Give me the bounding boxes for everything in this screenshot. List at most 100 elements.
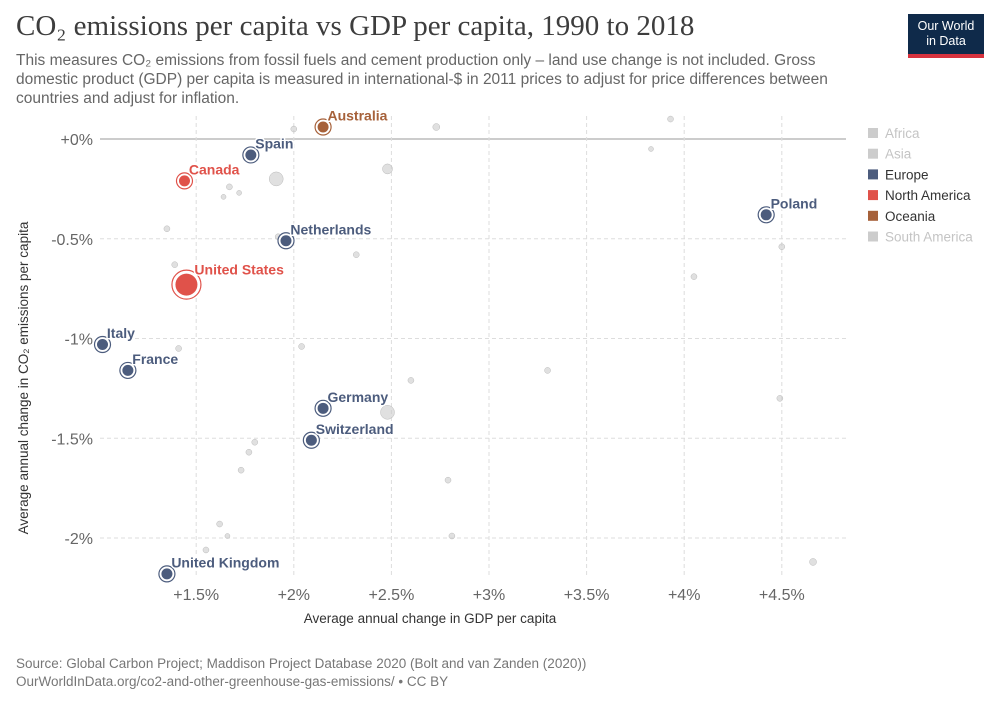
- point-italy[interactable]: [93, 335, 112, 354]
- logo-line-2: in Data: [926, 34, 966, 48]
- x-axis-label: Average annual change in GDP per capita: [304, 611, 557, 626]
- legend-label: South America: [885, 230, 973, 245]
- x-tick-label: +4.5%: [759, 587, 805, 604]
- legend-swatch: [868, 210, 878, 221]
- faded-point: [444, 476, 452, 484]
- point-label-canada: Canada: [189, 161, 240, 177]
- highlighted-points: [93, 118, 775, 583]
- legend-swatch: [868, 148, 878, 159]
- faded-point: [216, 520, 223, 528]
- point-label-australia: Australia: [327, 108, 387, 124]
- scatter-chart: +0% -0.5% -1% -1.5% -2% +1.5% +2% +2.5% +3% +3.5%…: [16, 106, 973, 626]
- point-dot: [760, 209, 772, 221]
- faded-point: [382, 163, 393, 175]
- y-tick-label: -1.5%: [51, 431, 93, 448]
- faded-point: [245, 448, 253, 456]
- legend-item-oceania[interactable]: Oceania: [868, 209, 936, 224]
- point-dot: [245, 149, 257, 161]
- point-label-italy: Italy: [107, 325, 135, 341]
- x-tick-label: +4%: [668, 587, 700, 604]
- x-tick-label: +2%: [278, 587, 310, 604]
- point-label-united-states: United States: [194, 262, 284, 278]
- faded-point: [778, 243, 786, 250]
- legend-swatch: [868, 231, 878, 242]
- point-france[interactable]: [119, 361, 137, 380]
- faded-point: [251, 438, 259, 446]
- y-axis-label: Average annual change in CO₂ emissions p…: [16, 221, 31, 534]
- point-label-spain: Spain: [255, 136, 293, 152]
- faded-point: [667, 115, 674, 123]
- point-dot: [280, 235, 292, 247]
- logo-line-1: Our World: [917, 19, 975, 33]
- point-spain[interactable]: [242, 146, 260, 164]
- y-tick-label: -2%: [65, 531, 93, 548]
- faded-point: [380, 405, 395, 420]
- point-dot: [305, 434, 317, 446]
- y-tick-label: -1%: [65, 332, 93, 349]
- y-tick-label: +0%: [61, 132, 93, 149]
- point-poland[interactable]: [757, 206, 775, 224]
- legend-item-africa[interactable]: Africa: [868, 126, 920, 141]
- x-tick-label: +1.5%: [173, 587, 219, 604]
- faded-point: [237, 466, 245, 474]
- point-label-netherlands: Netherlands: [290, 221, 371, 237]
- faded-point: [776, 395, 784, 402]
- legend-label: North America: [885, 188, 971, 203]
- point-dot: [317, 121, 329, 133]
- faded-point: [353, 251, 360, 258]
- grid-lines: [100, 116, 846, 578]
- legend-label: Europe: [885, 167, 929, 182]
- faded-point: [809, 558, 817, 566]
- faded-point: [448, 532, 456, 540]
- faded-point: [544, 367, 551, 374]
- point-dot: [161, 568, 173, 580]
- point-dot: [97, 338, 109, 350]
- legend-label: Oceania: [885, 209, 936, 224]
- faded-point: [268, 171, 284, 187]
- legend: Africa Asia Europe North America Oceania Sout…: [868, 126, 973, 245]
- faded-point: [226, 183, 233, 191]
- point-label-germany: Germany: [327, 389, 388, 405]
- faded-point: [290, 125, 298, 133]
- url-license-text[interactable]: OurWorldInData.org/co2-and-other-greenho…: [16, 674, 449, 689]
- point-label-switzerland: Switzerland: [316, 421, 394, 437]
- legend-label: Africa: [885, 126, 920, 141]
- faded-point: [432, 123, 441, 131]
- chart-subtitle: This measures CO₂ emissions from fossil …: [16, 52, 828, 107]
- chart-title: CO₂ emissions per capita vs GDP per capi…: [16, 10, 695, 42]
- point-canada[interactable]: [175, 172, 194, 190]
- faded-point: [220, 194, 227, 200]
- point-dot: [178, 175, 190, 187]
- point-germany[interactable]: [314, 399, 332, 417]
- point-switzerland[interactable]: [302, 431, 320, 449]
- legend-swatch: [868, 169, 878, 180]
- owid-logo[interactable]: Our World in Data: [908, 14, 984, 58]
- source-text: Source: Global Carbon Project; Maddison …: [16, 656, 587, 671]
- legend-item-europe[interactable]: Europe: [868, 167, 929, 182]
- faded-point: [224, 533, 231, 539]
- point-label-poland: Poland: [771, 195, 818, 211]
- legend-item-asia[interactable]: Asia: [868, 147, 912, 162]
- point-united-kingdom[interactable]: [158, 565, 176, 583]
- x-tick-label: +2.5%: [368, 587, 414, 604]
- faded-point: [202, 546, 210, 554]
- point-label-united-kingdom: United Kingdom: [171, 555, 279, 571]
- faded-point: [690, 273, 698, 280]
- legend-item-north-america[interactable]: North America: [868, 188, 971, 203]
- x-tick-label: +3.5%: [564, 587, 610, 604]
- y-tick-label: -0.5%: [51, 232, 93, 249]
- faded-point: [236, 190, 242, 196]
- legend-swatch: [868, 128, 878, 138]
- point-australia[interactable]: [314, 118, 332, 136]
- faded-point: [298, 343, 305, 350]
- point-netherlands[interactable]: [277, 232, 295, 250]
- point-dot: [175, 273, 198, 296]
- faded-point: [163, 359, 171, 366]
- chart-footer: Source: Global Carbon Project; Maddison …: [16, 655, 586, 691]
- faded-point: [163, 225, 171, 233]
- point-united-states[interactable]: [171, 269, 202, 300]
- point-dot: [317, 402, 329, 414]
- point-dot: [122, 364, 134, 376]
- legend-item-south-america[interactable]: South America: [868, 230, 973, 245]
- faded-point: [648, 146, 654, 152]
